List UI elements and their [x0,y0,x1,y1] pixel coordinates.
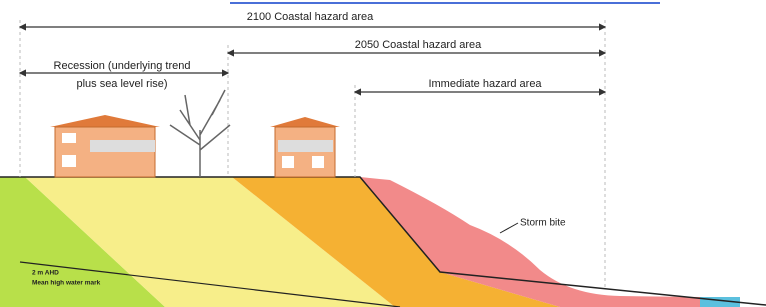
house [50,115,160,177]
label: 2100 Coastal hazard area [247,11,374,23]
tree [170,90,230,177]
pointer [500,223,518,233]
label: 2050 Coastal hazard area [355,39,482,51]
label: plus sea level rise) [76,78,167,90]
label: Storm bite [520,218,566,229]
label: 2 m AHD [32,270,59,277]
label: Immediate hazard area [428,78,542,90]
label: Mean high water mark [32,280,101,287]
coastal-hazard-diagram: 2100 Coastal hazard area 2050 Coastal ha… [0,0,766,307]
label: Recession (underlying trend [54,60,191,72]
house [270,117,340,177]
